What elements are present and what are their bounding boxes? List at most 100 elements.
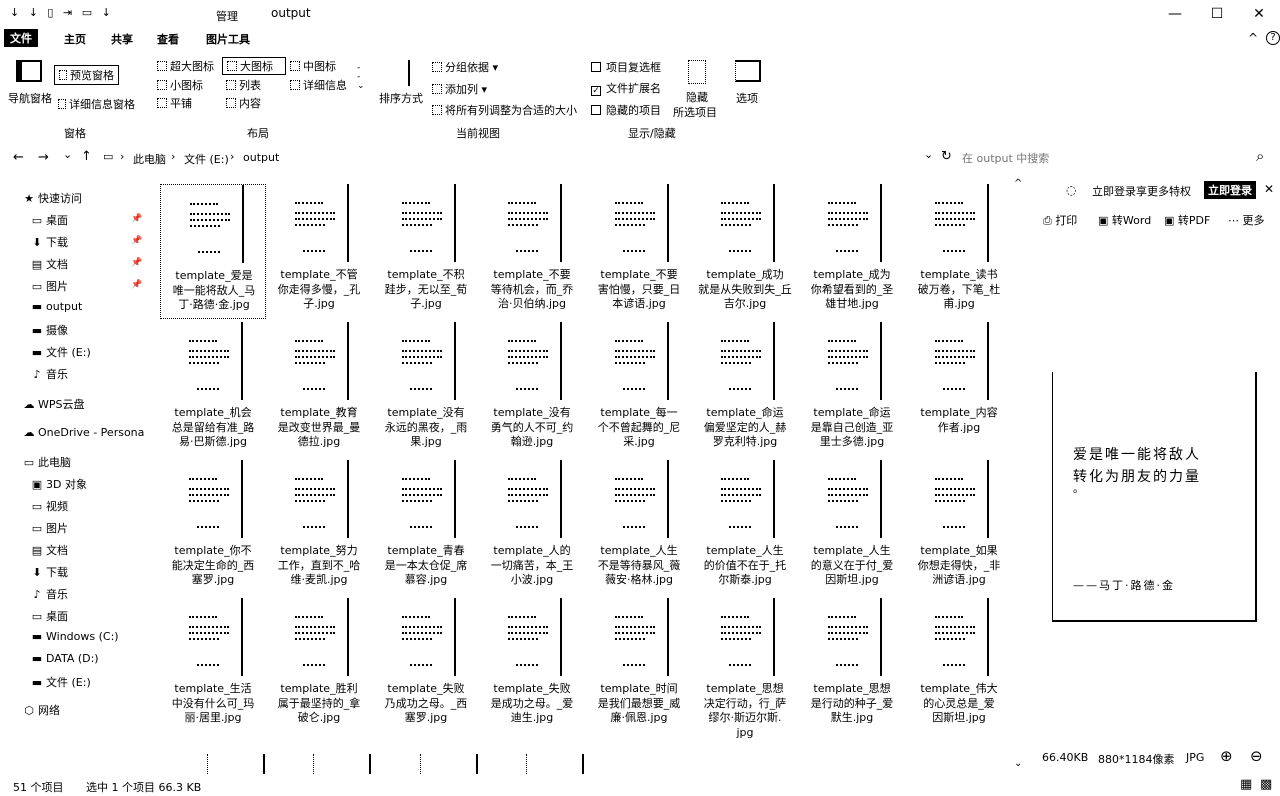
file-item[interactable]: template_没有 勇气的人不可_约 翰逊.jpg (479, 322, 585, 457)
print-button[interactable]: ⎙ 打印 (1043, 212, 1077, 228)
breadcrumb-output[interactable]: output (243, 151, 280, 164)
sidebar-item[interactable]: ▬ 文件 (E:) (30, 344, 91, 360)
file-thumbnail-partial[interactable] (526, 754, 584, 774)
nav-pane-button[interactable]: 导航窗格 (8, 92, 52, 105)
file-item[interactable]: template_生活 中没有什么可_玛 丽·居里.jpg (160, 598, 266, 733)
file-item[interactable]: template_如果 你想走得快，_非 洲谚语.jpg (906, 460, 1012, 595)
breadcrumb-sep-3[interactable]: › (230, 150, 235, 163)
tab-file[interactable]: 文件 (4, 29, 38, 47)
sidebar-item[interactable]: ▭ 图片 (30, 520, 68, 536)
tab-share[interactable]: 共享 (111, 33, 133, 46)
sidebar-item[interactable]: ☁ OneDrive - Persona (22, 426, 145, 439)
scroll-up-icon[interactable]: ^ (1014, 178, 1023, 189)
file-item[interactable]: template_教育 是改变世界最_曼 德拉.jpg (266, 322, 372, 457)
more-button[interactable]: ⋯ 更多 (1228, 212, 1265, 228)
file-item[interactable]: template_命运 是靠自己创造_亚 里士多德.jpg (799, 322, 905, 457)
sidebar-item[interactable]: ▬ output (30, 300, 83, 313)
file-item[interactable]: template_青春 是一本太仓促_席 慕容.jpg (373, 460, 479, 595)
file-item[interactable]: template_没有 永远的黑夜，_雨 果.jpg (373, 322, 479, 457)
file-item[interactable]: template_人生 不是等待暴风_薇 薇安·格林.jpg (586, 460, 692, 595)
minimize-button[interactable]: — (1168, 6, 1182, 22)
refresh-button[interactable]: ↻ (941, 149, 952, 164)
layout-content[interactable]: 内容 (226, 95, 261, 111)
manage-tab[interactable]: 管理 (216, 10, 238, 23)
layout-details[interactable]: 详细信息 (290, 77, 347, 93)
file-item[interactable]: template_机会 总是留给有准_路 易·巴斯德.jpg (160, 322, 266, 457)
pin-icon[interactable]: 📌 (131, 280, 143, 290)
scroll-down-icon[interactable]: ⌄ (1014, 758, 1023, 769)
file-item[interactable]: template_不要 害怕慢，只要_日 本谚语.jpg (586, 184, 692, 319)
file-item[interactable]: template_人生 的价值不在于_托 尔斯泰.jpg (692, 460, 798, 595)
file-thumbnail-partial[interactable] (207, 754, 265, 774)
sidebar-item[interactable]: ⬇ 下载 (30, 564, 68, 580)
zoom-in-icon[interactable]: ⊕ (1220, 747, 1233, 765)
file-item[interactable]: template_内容 作者.jpg (906, 322, 1012, 457)
close-button[interactable]: ✕ (1253, 6, 1265, 22)
item-checkboxes-toggle[interactable]: 项目复选框 (591, 59, 661, 75)
file-extensions-toggle[interactable]: ✓ 文件扩展名 (591, 80, 661, 96)
search-icon[interactable]: ⌕ (1256, 147, 1265, 165)
details-view-icon[interactable]: ▦ (1240, 777, 1253, 792)
tab-home[interactable]: 主页 (64, 33, 86, 46)
sort-by-button[interactable]: 排序方式 (379, 92, 423, 105)
ribbon-collapse-icon[interactable]: ^ (1248, 31, 1259, 45)
sidebar-item[interactable]: ▭ 视频 (30, 498, 68, 514)
file-item[interactable]: template_不管 你走得多慢，_孔 子.jpg (266, 184, 372, 319)
file-item[interactable]: template_不要 等待机会，而_乔 治·贝伯纳.jpg (479, 184, 585, 319)
file-item[interactable]: template_失败 乃成功之母。_西 塞罗.jpg (373, 598, 479, 733)
sidebar-item[interactable]: ▭ 图片 (30, 278, 68, 294)
pin-icon[interactable]: 📌 (131, 258, 143, 268)
tab-picture-tools[interactable]: 图片工具 (206, 33, 250, 46)
breadcrumb-sep-2[interactable]: › (171, 150, 176, 163)
sidebar-item[interactable]: ▤ 文档 (30, 542, 68, 558)
file-item[interactable]: template_思想 是行动的种子_爱 默生.jpg (799, 598, 905, 733)
sidebar-item[interactable]: ▬ DATA (D:) (30, 652, 99, 665)
sidebar-item[interactable]: ▬ 文件 (E:) (30, 674, 91, 690)
layout-extra-large[interactable]: 超大图标 (157, 58, 214, 74)
breadcrumb-drive-e[interactable]: 文件 (E:) (184, 153, 229, 166)
file-item[interactable]: template_每一 个不曾起舞的_尼 采.jpg (586, 322, 692, 457)
help-icon[interactable]: ? (1266, 31, 1280, 45)
layout-list[interactable]: 列表 (226, 77, 261, 93)
file-extensions-checkbox[interactable]: ✓ (591, 86, 601, 96)
back-button[interactable]: ← (13, 150, 24, 165)
forward-button[interactable]: → (38, 150, 49, 165)
sidebar-item[interactable]: ▬ Windows (C:) (30, 630, 119, 643)
sidebar-item[interactable]: ▤ 文档 (30, 256, 68, 272)
file-item[interactable]: template_成功 就是从失败到失_丘 吉尔.jpg (692, 184, 798, 319)
search-input[interactable] (962, 148, 1262, 168)
file-item[interactable]: template_失败 是成功之母。_爱 迪生.jpg (479, 598, 585, 733)
file-item[interactable]: template_思想 决定行动，行_萨 缪尔·斯迈尔斯. jpg (692, 598, 798, 739)
sidebar-item[interactable]: ⬡ 网络 (22, 702, 60, 718)
hide-selected-label-2[interactable]: 所选项目 (673, 106, 717, 119)
login-prompt[interactable]: 立即登录享更多特权 (1092, 185, 1191, 198)
hidden-items-toggle[interactable]: 隐藏的项目 (591, 102, 661, 118)
preview-pane-button[interactable]: 预览窗格 (54, 65, 119, 85)
maximize-button[interactable]: ☐ (1210, 6, 1224, 22)
breadcrumb-sep-1[interactable]: › (120, 150, 125, 163)
file-item[interactable]: template_成为 你希望看到的_圣 雄甘地.jpg (799, 184, 905, 319)
file-item[interactable]: template_人生 的意义在于付_爱 因斯坦.jpg (799, 460, 905, 595)
sidebar-item[interactable]: ▣ 3D 对象 (30, 476, 87, 492)
file-item[interactable]: template_胜利 属于最坚持的_拿 破仑.jpg (266, 598, 372, 733)
file-item[interactable]: template_时间 是我们最想要_威 廉·佩恩.jpg (586, 598, 692, 733)
pin-icon[interactable]: 📌 (131, 214, 143, 224)
file-item[interactable]: template_不积 跬步，无以至_荀 子.jpg (373, 184, 479, 319)
file-item[interactable]: template_你不 能决定生命的_西 塞罗.jpg (160, 460, 266, 595)
quick-access-toolbar[interactable]: ↓ ↓ ▯ ⇥ ▭ ↓ (10, 6, 114, 19)
tab-view[interactable]: 查看 (157, 33, 179, 46)
add-columns-button[interactable]: 添加列 ▾ (432, 81, 487, 97)
item-checkboxes-checkbox[interactable] (591, 62, 601, 72)
sidebar-item[interactable]: ☁ WPS云盘 (22, 396, 85, 412)
sidebar-item[interactable]: ♪ 音乐 (30, 586, 68, 602)
breadcrumb-this-pc[interactable]: 此电脑 (133, 153, 166, 166)
large-icons-view-icon[interactable]: ▩ (1260, 777, 1273, 792)
layout-large[interactable]: 大图标 (222, 57, 286, 75)
file-item[interactable]: template_努力 工作，直到不_哈 维·麦凯.jpg (266, 460, 372, 595)
hide-selected-label-1[interactable]: 隐藏 (686, 91, 708, 104)
details-pane-button[interactable]: 详细信息窗格 (58, 96, 135, 112)
file-thumbnail-partial[interactable] (420, 754, 478, 774)
file-item[interactable]: template_爱是 唯一能将敌人_马 丁·路德·金.jpg (160, 184, 266, 319)
sidebar-item[interactable]: ▭ 桌面 (30, 608, 68, 624)
sidebar-item[interactable]: ▭ 桌面 (30, 212, 68, 228)
